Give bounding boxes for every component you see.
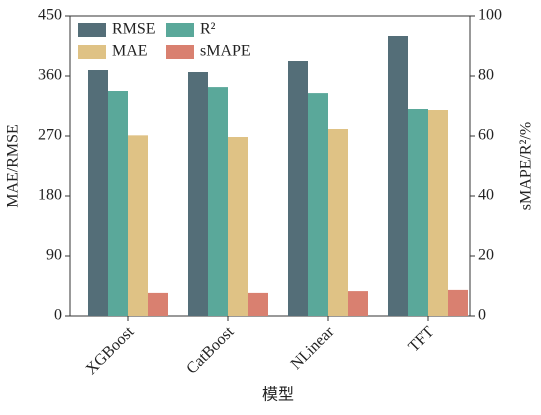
bar [328, 129, 348, 316]
bar [428, 110, 448, 316]
bar [348, 291, 368, 316]
bar [108, 91, 128, 316]
legend-swatch [166, 45, 194, 59]
bar [228, 137, 248, 316]
y-tick-label: 360 [38, 67, 62, 84]
bar [288, 61, 308, 316]
y2-tick-label: 20 [478, 247, 494, 264]
bar [148, 292, 168, 316]
y2-tick-label: 0 [478, 307, 486, 324]
legend-label: RMSE [112, 21, 156, 38]
bar [88, 70, 108, 316]
x-tick-label: NLinear [288, 323, 338, 373]
y-tick-label: 270 [38, 127, 62, 144]
legend-swatch [166, 23, 194, 37]
bar [248, 292, 268, 316]
x-tick-label: CatBoost [183, 323, 238, 378]
legend-swatch [78, 23, 106, 37]
bar [448, 289, 468, 316]
y2-tick-label: 100 [478, 7, 502, 24]
bar [208, 87, 228, 316]
legend-swatch [78, 45, 106, 59]
x-axis-label: 模型 [262, 386, 294, 404]
y2-axis-label: sMAPE/R²/% [518, 122, 535, 210]
x-tick-label: TFT [405, 323, 437, 355]
y-tick-label: 450 [38, 7, 62, 24]
legend-label: R² [200, 21, 216, 38]
y2-tick-label: 60 [478, 127, 494, 144]
bar [308, 93, 328, 316]
bar [408, 109, 428, 316]
y-tick-label: 180 [38, 187, 62, 204]
legend-label: MAE [112, 43, 148, 60]
bar [128, 135, 148, 316]
legend-label: sMAPE [200, 43, 251, 60]
y2-tick-label: 80 [478, 67, 494, 84]
y-axis-label: MAE/RMSE [5, 124, 22, 208]
y2-tick-label: 40 [478, 187, 494, 204]
plot-frame [69, 15, 471, 317]
y-tick-label: 90 [46, 247, 62, 264]
bar [188, 72, 208, 316]
bar [388, 36, 408, 316]
x-tick-label: XGBoost [83, 323, 138, 378]
y-tick-label: 0 [54, 307, 62, 324]
